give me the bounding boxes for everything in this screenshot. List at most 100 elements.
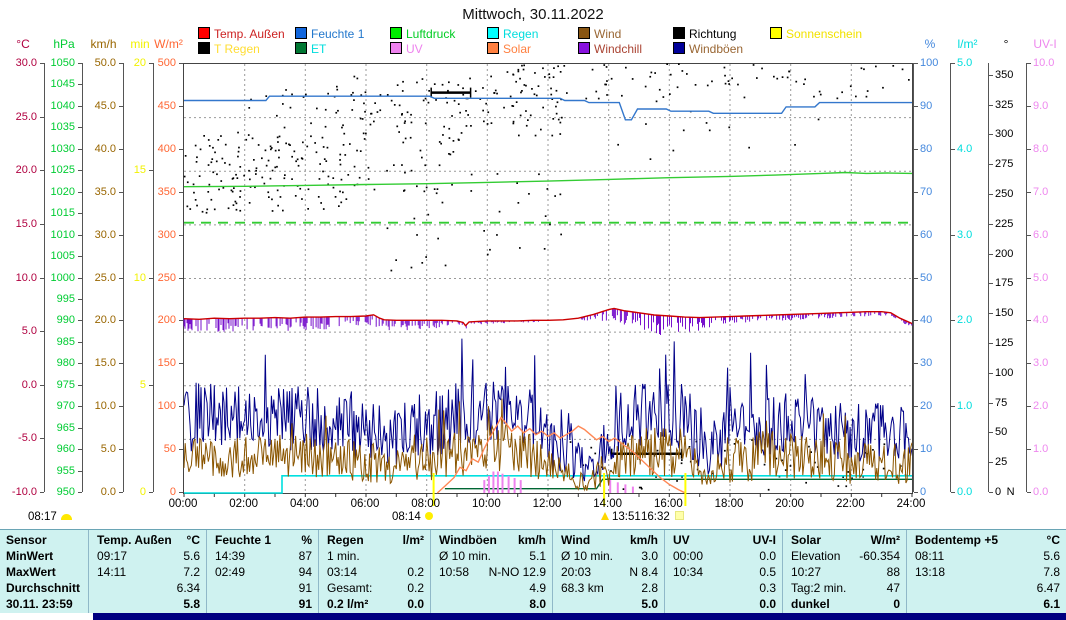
axis-tick-label: 1.0 (1033, 443, 1049, 455)
axis-tick (78, 363, 82, 364)
x-axis-tick-label: 10:00 (471, 498, 501, 510)
table-group-bodentemp-5: Bodentemp +5 °C 08:11 5.6 13:18 7.8 6.47 6.1 (906, 530, 1066, 613)
axis-tick (914, 106, 918, 107)
axis-tick (989, 254, 993, 255)
axis-tick (119, 363, 123, 364)
axis-line (123, 63, 124, 492)
axis-tick-label: 10.0 (15, 272, 37, 284)
table-cell: Durchschnitt (6, 581, 81, 595)
table-row: 0.2 l/m² 0.0 (319, 596, 430, 612)
legend-color-swatch-icon (198, 27, 210, 39)
table-cell: 0.2 (407, 581, 424, 595)
axis-line (44, 63, 45, 492)
axis-unit-label: ° (1003, 37, 1009, 51)
table-row: 09:17 5.6 (89, 548, 206, 564)
axis-tick-label: 15 (133, 164, 146, 176)
table-cell: 7.8 (1043, 565, 1060, 579)
axis-tick (78, 235, 82, 236)
axis-°C: °C -10.0 -5.0 0.0 5.0 10.0 15.0 20.0 25.0 30.0 (2, 37, 45, 507)
table-group-header: Wind km/h (553, 532, 664, 548)
axis-tick-label: 25.0 (94, 272, 116, 284)
axis-tick-label: 970 (56, 400, 75, 412)
axis-tick-label: 1000 (50, 272, 75, 284)
axis-tick (78, 471, 82, 472)
legend-item-label: Sonnenschein (786, 27, 863, 41)
axis-tick-label: 4.0 (957, 143, 973, 155)
x-axis-tick-label: 14:00 (593, 498, 623, 510)
legend-item-solar: Solar (487, 42, 531, 55)
axis-tick-label: 0.0 (1033, 486, 1049, 498)
axis-tick (1027, 149, 1031, 150)
legend-color-swatch-icon (390, 42, 402, 54)
legend-item-label: T Regen (214, 42, 260, 56)
legend-item-label: Richtung (689, 27, 737, 41)
axis-tick (149, 492, 153, 493)
table-group-uv: UV UV-I 00:00 0.0 10:34 0.5 0.3 0.0 (664, 530, 782, 613)
table-cell: 0.2 l/m² (327, 597, 369, 611)
axis-tick (914, 492, 918, 493)
axis-tick-label: 5.0 (100, 443, 116, 455)
table-row: 1 min. (319, 548, 430, 564)
table-row-label: Sensor (0, 532, 88, 548)
axis-tick (78, 299, 82, 300)
table-group-temp-au-en: Temp. Außen °C 09:17 5.6 14:11 7.2 6.34 5.8 (88, 530, 206, 613)
axis-tick (989, 492, 993, 493)
axis-tick-label: 965 (56, 422, 75, 434)
table-cell: 5.1 (529, 549, 546, 563)
axis-tick-label: 50.0 (94, 57, 116, 69)
axis-tick-label: 950 (56, 486, 75, 498)
axis-tick (989, 432, 993, 433)
axis-line (988, 63, 989, 492)
axis-unit-label: W/m² (154, 37, 183, 51)
axis-unit-label: min (130, 37, 150, 51)
axis-tick (119, 449, 123, 450)
axis-line (1026, 63, 1027, 492)
axis-tick (989, 194, 993, 195)
axis-tick-label: 6.0 (1033, 229, 1049, 241)
axis-tick-label: 1.0 (957, 400, 973, 412)
axis-tick (179, 149, 183, 150)
table-cell: 87 (298, 549, 312, 563)
table-cell: 30.11. 23:59 (6, 597, 73, 611)
table-group-name: Wind (561, 533, 591, 547)
table-row: Ø 10 min. 3.0 (553, 548, 664, 564)
axis-tick-label: 150 (995, 307, 1014, 319)
axis-tick-label: 45.0 (94, 100, 116, 112)
x-axis-tick-label: 08:00 (411, 498, 441, 510)
axis-tick-label: 50 (920, 272, 933, 284)
table-group-feuchte-1: Feuchte 1% 14:39 87 02:49 94 91 91 (206, 530, 318, 613)
table-cell: -60.354 (859, 549, 900, 563)
table-row-label: MaxWert (0, 564, 88, 580)
axis-tick (40, 385, 44, 386)
axis-l/m²: l/m² 0.0 1.0 2.0 3.0 4.0 5.0 (950, 37, 985, 507)
axis-tick (914, 149, 918, 150)
axis-tick (1027, 449, 1031, 450)
axis-tick (951, 406, 955, 407)
axis-tick-label: 10.0 (1033, 57, 1055, 69)
axis-tick-label: 200 (157, 314, 176, 326)
axis-tick (179, 363, 183, 364)
axis-tick (40, 63, 44, 64)
axis-tick-label: 1030 (50, 143, 75, 155)
legend-item-label: Windchill (594, 42, 643, 56)
axis-tick-label: 100 (920, 57, 939, 69)
table-row: dunkel 0 (783, 596, 906, 612)
axis-unit-label: % (924, 37, 936, 51)
table-row: 91 (207, 580, 318, 596)
table-cell: 09:17 (97, 549, 128, 563)
axis-tick (914, 235, 918, 236)
axis-tick-label: 0 (920, 486, 927, 498)
table-cell: Sensor (6, 533, 47, 547)
table-cell: 88 (886, 565, 900, 579)
legend-item-regen: Regen (487, 27, 538, 40)
table-row: 14:11 7.2 (89, 564, 206, 580)
table-cell: dunkel (791, 597, 830, 611)
axis-tick-label: 250 (157, 272, 176, 284)
legend-item-et: ET (295, 42, 326, 55)
table-cell: 4.9 (529, 581, 546, 595)
table-cell: 5.0 (641, 597, 658, 611)
axis-tick (179, 449, 183, 450)
legend-color-swatch-icon (673, 42, 685, 54)
table-sensor-column: Sensor MinWert MaxWert Durchschnitt 30.11. 2… (0, 530, 88, 613)
axis-tick-label: 150 (157, 357, 176, 369)
